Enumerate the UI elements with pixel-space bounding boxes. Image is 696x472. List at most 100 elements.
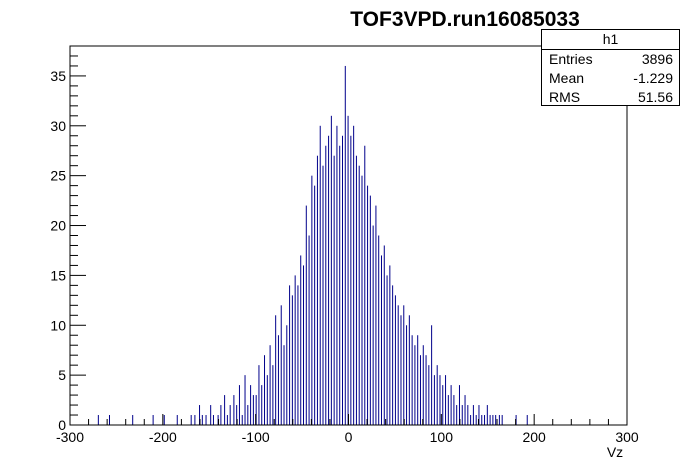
histogram-bar	[445, 375, 447, 425]
histogram-bar	[425, 355, 427, 425]
histogram-bar	[419, 355, 421, 425]
histogram-bar	[314, 185, 316, 425]
histogram-bar	[238, 385, 240, 425]
histogram-bar	[461, 405, 463, 425]
histogram-bar	[408, 315, 410, 425]
histogram-bar	[422, 345, 424, 425]
x-tick-label: 0	[345, 429, 353, 445]
histogram-bar	[241, 415, 243, 425]
histogram-bar	[342, 135, 344, 425]
histogram-bar	[489, 415, 491, 425]
histogram-bar	[364, 145, 366, 425]
histogram-bar	[470, 415, 472, 425]
x-tick-label: -300	[56, 429, 84, 445]
histogram-bar	[400, 315, 402, 425]
histogram-bar	[501, 415, 503, 425]
histogram-bar	[328, 135, 330, 425]
histogram-bar	[383, 245, 385, 425]
histogram-bar	[492, 415, 494, 425]
histogram-bar	[330, 115, 332, 425]
histogram-bar	[472, 405, 474, 425]
histogram-bar	[261, 385, 263, 425]
y-tick-label: 5	[58, 367, 66, 383]
histogram-bar	[233, 395, 235, 425]
histogram-bar	[495, 415, 497, 425]
histogram-bar	[367, 185, 369, 425]
histogram-bar	[450, 385, 452, 425]
histogram-bar	[394, 295, 396, 425]
histogram-bar	[439, 375, 441, 425]
histogram-bar	[442, 385, 444, 425]
histogram-bar	[372, 225, 374, 425]
x-tick-label: -100	[242, 429, 270, 445]
stats-row-entries: Entries 3896	[542, 50, 679, 69]
histogram-bar	[458, 385, 460, 425]
stats-value: -1.229	[633, 70, 673, 86]
histogram-bar	[333, 155, 335, 426]
histogram-bar	[380, 255, 382, 425]
histogram-bar	[305, 205, 307, 425]
histogram-bar	[369, 195, 371, 425]
histogram-bar	[344, 65, 346, 426]
histogram-bar	[308, 235, 310, 425]
histogram-bar	[291, 295, 293, 425]
histogram-bar	[226, 415, 228, 425]
histogram-bar	[275, 315, 277, 425]
histogram-bar	[358, 165, 360, 425]
histogram-bar	[414, 345, 416, 425]
y-tick-label: 15	[50, 267, 66, 283]
histogram-bar	[152, 415, 154, 425]
histogram-bar	[201, 415, 203, 425]
histogram-bar	[224, 395, 226, 425]
histogram-bar	[199, 405, 201, 425]
y-tick-label: 35	[50, 68, 66, 84]
histogram-bar	[436, 365, 438, 425]
stats-histogram-name: h1	[542, 30, 679, 50]
histogram-bar	[392, 285, 394, 425]
histogram-bar	[481, 415, 483, 425]
histogram-bar	[464, 395, 466, 425]
histogram-bar	[339, 145, 341, 425]
x-tick-label: 100	[430, 429, 454, 445]
histogram-bar	[353, 125, 355, 425]
histogram-bar	[478, 405, 480, 425]
histogram-bar	[247, 405, 249, 425]
histogram-bar	[205, 415, 207, 425]
x-axis: -300 -200 -100 0 100 200 300	[56, 414, 639, 445]
histogram-bar	[311, 175, 313, 425]
stats-row-mean: Mean -1.229	[542, 69, 679, 88]
histogram-bar	[406, 325, 408, 425]
histogram-bar	[220, 405, 222, 425]
histogram-bar	[456, 405, 458, 425]
histogram-bar	[526, 415, 528, 425]
histogram-bar	[433, 375, 435, 425]
stats-label: RMS	[549, 89, 581, 105]
histogram-bar	[467, 405, 469, 425]
y-axis: 0 5 10 15 20 25 30 35	[50, 45, 86, 433]
histogram-bar	[269, 345, 271, 425]
histogram-bar	[250, 385, 252, 425]
histogram-bar	[272, 365, 274, 425]
histogram-bar	[210, 405, 212, 425]
y-tick-label: 30	[50, 118, 66, 134]
stats-value: 3896	[641, 51, 673, 67]
histogram-bar	[325, 145, 327, 425]
histogram-bar	[403, 305, 405, 425]
histogram-bar	[350, 135, 352, 425]
stats-row-rms: RMS 51.56	[542, 88, 679, 107]
histogram-bar	[297, 285, 299, 425]
histogram-bar	[336, 125, 338, 425]
x-tick-label: 200	[522, 429, 546, 445]
histogram-bar	[280, 305, 282, 425]
histogram-bar	[252, 395, 254, 425]
x-axis-label: Vz	[606, 444, 624, 460]
x-tick-label: -200	[149, 429, 177, 445]
histogram-bar	[212, 415, 214, 425]
histogram-bar	[389, 265, 391, 425]
histogram-bar	[386, 275, 388, 425]
histogram-bar	[428, 365, 430, 425]
histogram-bar	[277, 335, 279, 425]
histogram-bar	[286, 325, 288, 425]
chart-title: TOF3VPD.run16085033	[350, 8, 580, 31]
